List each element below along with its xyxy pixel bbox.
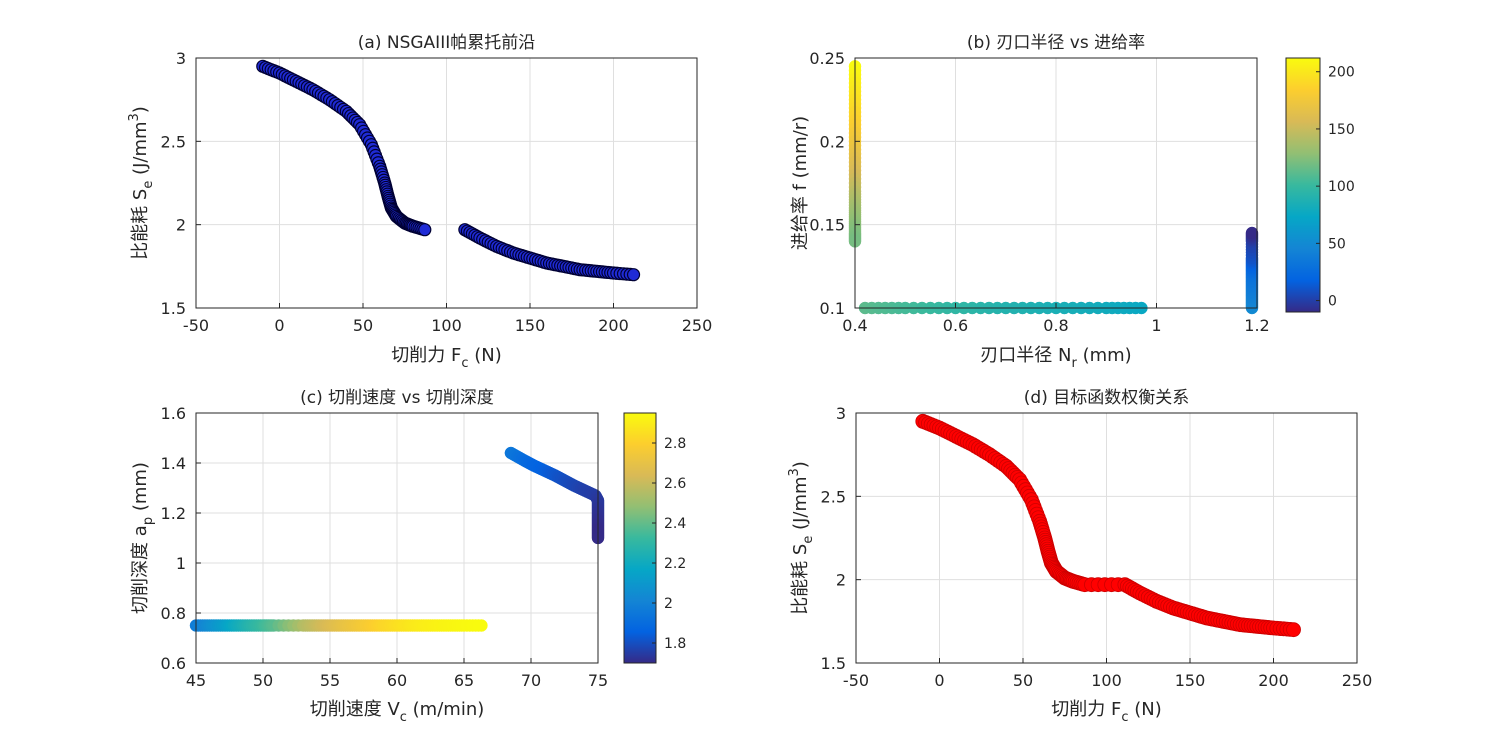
panel-c-colorbar-ticks: 1.8 2 2.2 2.4 2.6 2.8 — [652, 436, 686, 652]
data-point — [1286, 622, 1301, 638]
ytick-label: 0.2 — [820, 132, 845, 151]
xtick-label: 50 — [353, 316, 373, 335]
panel-b-ylabel: 进给率 f (mm/r) — [790, 116, 811, 250]
panel-b-yticks: 0.1 0.15 0.2 0.25 — [809, 49, 860, 318]
panel-a-title: (a) NSGAIII帕累托前沿 — [358, 33, 535, 53]
xtick-label: 250 — [682, 316, 713, 335]
panel-b-points — [848, 60, 1259, 315]
panel-c-yticks: 0.6 0.8 1 1.2 1.4 1.6 — [161, 404, 201, 673]
colorbar-tick-label: 2.2 — [664, 556, 686, 572]
xtick-label: 65 — [454, 671, 474, 690]
ytick-label: 0.1 — [820, 299, 845, 318]
panel-a: -50 0 50 100 150 200 250 1.5 2 2.5 3 (a) NSGAIII帕… — [127, 33, 712, 371]
colorbar-tick-label: 150 — [1328, 122, 1355, 138]
xtick-label: 55 — [320, 671, 340, 690]
xtick-label: 0 — [934, 671, 944, 690]
ytick-label: 2.5 — [821, 487, 846, 506]
panel-c-colorbar — [623, 412, 657, 664]
xtick-label: 200 — [598, 316, 629, 335]
ytick-label: 1.5 — [161, 299, 186, 318]
panel-a-xticks: -50 0 50 100 150 200 250 — [183, 303, 712, 335]
ytick-label: 0.15 — [809, 216, 845, 235]
panel-b-colorbar — [1285, 57, 1321, 313]
panel-d-yticks: 1.5 2 2.5 3 — [821, 404, 861, 673]
ytick-label: 3 — [176, 49, 186, 68]
ytick-label: 2 — [176, 216, 186, 235]
colorbar-tick-label: 1.8 — [664, 636, 686, 652]
xtick-label: 75 — [588, 671, 608, 690]
data-point — [475, 619, 488, 632]
xtick-label: 0 — [274, 316, 284, 335]
ytick-label: 1.4 — [161, 454, 186, 473]
xtick-label: 200 — [1258, 671, 1289, 690]
xtick-label: 150 — [515, 316, 546, 335]
xtick-label: 0.4 — [842, 316, 867, 335]
ytick-label: 0.25 — [809, 49, 845, 68]
colorbar-tick-label: 2 — [664, 596, 673, 612]
colorbar-tick-label: 2.4 — [664, 516, 686, 532]
ytick-label: 2 — [836, 571, 846, 590]
ytick-label: 1 — [176, 554, 186, 573]
xtick-label: 50 — [1013, 671, 1033, 690]
xtick-label: 150 — [1175, 671, 1206, 690]
panel-a-yticks: 1.5 2 2.5 3 — [161, 49, 201, 318]
panel-c-xlabel: 切削速度 Vc (m/min) — [310, 699, 485, 725]
panel-b-grid — [855, 58, 1257, 308]
panel-d-ylabel: 比能耗 Se (J/mm3) — [787, 461, 816, 615]
ytick-label: 0.6 — [161, 654, 186, 673]
ytick-label: 1.2 — [161, 504, 186, 523]
xtick-label: 45 — [186, 671, 206, 690]
panel-b-xlabel: 刃口半径 Nr (mm) — [980, 345, 1131, 371]
panel-a-xlabel: 切削力 Fc (N) — [391, 345, 501, 371]
xtick-label: 100 — [431, 316, 462, 335]
panel-d-xlabel: 切削力 Fc (N) — [1051, 699, 1161, 725]
colorbar-tick-label: 2.6 — [664, 476, 686, 492]
panel-b-colorbar-ticks: 0 50 100 150 200 — [1316, 65, 1355, 310]
panel-b: 0.4 0.6 0.8 1 1.2 0.1 0.15 0.2 0.25 (b) 刃口半径 vs… — [790, 33, 1355, 371]
ytick-label: 1.6 — [161, 404, 186, 423]
ytick-label: 1.5 — [821, 654, 846, 673]
xtick-label: -50 — [183, 316, 209, 335]
xtick-label: -50 — [843, 671, 869, 690]
xtick-label: 100 — [1091, 671, 1122, 690]
ytick-label: 3 — [836, 404, 846, 423]
panel-c-xticks: 45 50 55 60 65 70 75 — [186, 658, 608, 690]
xtick-label: 70 — [521, 671, 541, 690]
xtick-label: 0.8 — [1043, 316, 1068, 335]
panel-b-xticks: 0.4 0.6 0.8 1 1.2 — [842, 303, 1270, 335]
panel-b-title: (b) 刃口半径 vs 进给率 — [967, 33, 1145, 53]
xtick-label: 1 — [1151, 316, 1161, 335]
panel-a-points — [256, 59, 641, 282]
colorbar-tick-label: 50 — [1328, 236, 1346, 252]
colorbar-tick-label: 200 — [1328, 65, 1355, 81]
panel-a-grid — [196, 58, 697, 308]
colorbar-tick-label: 2.8 — [664, 436, 686, 452]
xtick-label: 60 — [387, 671, 407, 690]
panel-d-xticks: -50 0 50 100 150 200 250 — [843, 658, 1372, 690]
panel-d: -50 0 50 100 150 200 250 1.5 2 2.5 3 (d) 目标函数权衡关系… — [787, 388, 1372, 725]
data-point — [1245, 226, 1259, 240]
panel-c-ylabel: 切削深度 ap (mm) — [130, 462, 156, 614]
xtick-label: 1.2 — [1244, 316, 1269, 335]
panel-c-title: (c) 切削速度 vs 切削深度 — [300, 388, 494, 408]
xtick-label: 250 — [1342, 671, 1373, 690]
panel-a-ylabel: 比能耗 Se (J/mm3) — [127, 106, 156, 260]
panel-d-points — [915, 413, 1301, 638]
panel-c-points — [189, 446, 605, 632]
panel-d-title: (d) 目标函数权衡关系 — [1024, 388, 1189, 408]
colorbar-tick-label: 100 — [1328, 179, 1355, 195]
xtick-label: 0.6 — [943, 316, 968, 335]
data-point — [418, 223, 432, 237]
xtick-label: 50 — [253, 671, 273, 690]
panel-c: 45 50 55 60 65 70 75 0.6 0.8 1 1.2 1.4 1.6 (c) 切削速度… — [130, 388, 686, 725]
data-point — [626, 268, 641, 282]
ytick-label: 0.8 — [161, 604, 186, 623]
ytick-label: 2.5 — [161, 132, 186, 151]
colorbar-tick-label: 0 — [1328, 294, 1337, 310]
